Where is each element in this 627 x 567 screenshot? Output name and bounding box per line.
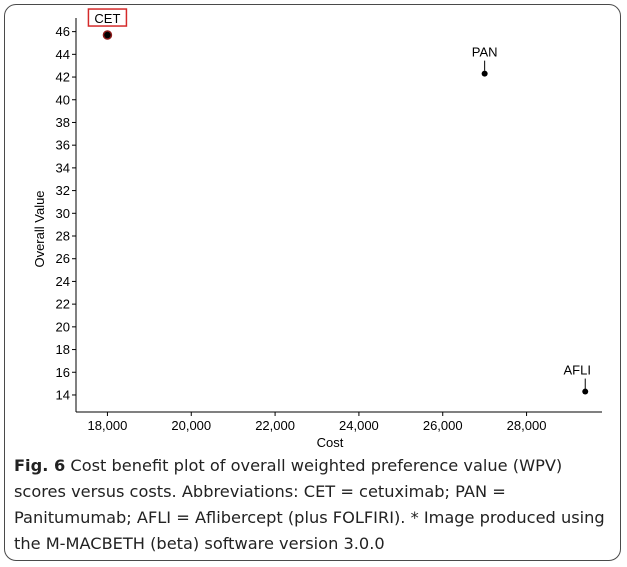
y-axis-label: Overall Value (32, 190, 47, 267)
x-tick-label: 28,000 (507, 418, 547, 433)
y-tick-label: 26 (56, 251, 70, 266)
data-point (481, 70, 488, 77)
figure-caption: Fig. 6 Cost benefit plot of overall weig… (14, 453, 614, 557)
x-axis-label: Cost (317, 435, 344, 450)
y-tick-label: 28 (56, 229, 70, 244)
scatter-plot: 14 16 18 20 22 24 26 28 30 32 34 36 38 40 42 44 46 18,000… (32, 8, 602, 450)
x-tick-label: 18,000 (88, 418, 128, 433)
x-tick-label: 26,000 (423, 418, 463, 433)
y-tick-label: 36 (56, 138, 70, 153)
highlight-box (87, 8, 128, 27)
y-tick-label: 32 (56, 183, 70, 198)
y-tick-label: 16 (56, 365, 70, 380)
point-label: PAN (472, 45, 498, 60)
y-tick-label: 30 (56, 206, 70, 221)
point-label: CET (94, 11, 120, 26)
figure-caption-label: Fig. 6 (14, 456, 66, 475)
y-tick-label: 34 (56, 160, 70, 175)
figure-caption-text: Cost benefit plot of overall weighted pr… (14, 456, 605, 553)
plot-axes: 14 16 18 20 22 24 26 28 30 32 34 36 38 40 42 44 46 18,000… (56, 18, 602, 433)
figure-frame (4, 4, 621, 561)
point-label: AFLI (564, 363, 591, 378)
y-tick-label: 44 (56, 47, 70, 62)
y-tick-label: 42 (56, 70, 70, 85)
y-tick-label: 40 (56, 92, 70, 107)
y-tick-label: 22 (56, 297, 70, 312)
y-tick-label: 20 (56, 319, 70, 334)
data-point (582, 388, 589, 395)
x-tick-label: 22,000 (255, 418, 295, 433)
plot-marks: CET PAN AFLI (87, 8, 591, 395)
y-tick-label: 24 (56, 274, 70, 289)
y-tick-label: 14 (56, 387, 70, 402)
x-tick-label: 24,000 (339, 418, 379, 433)
y-tick-label: 18 (56, 342, 70, 357)
y-tick-label: 46 (56, 24, 70, 39)
x-tick-label: 20,000 (171, 418, 211, 433)
y-tick-label: 38 (56, 115, 70, 130)
data-point (102, 30, 113, 40)
